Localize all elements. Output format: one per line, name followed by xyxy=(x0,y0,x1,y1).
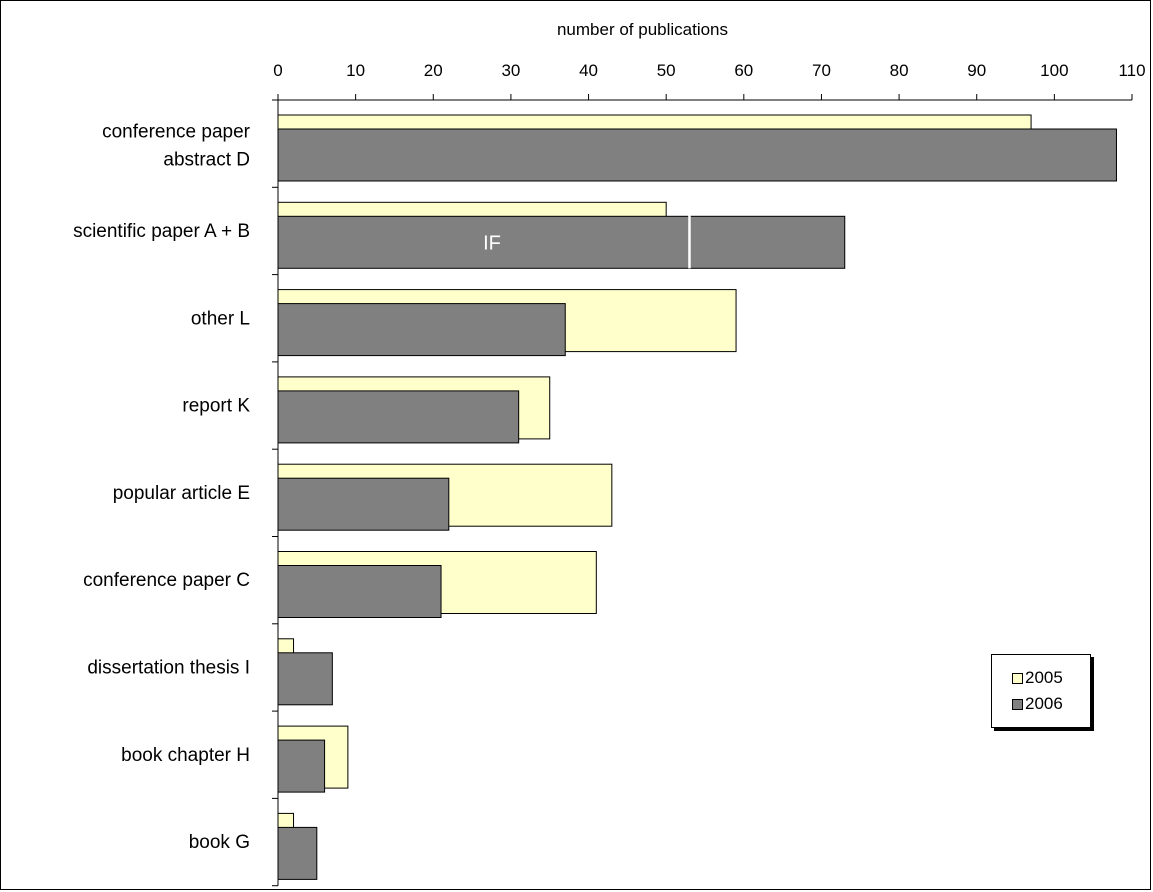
bar-2006-1 xyxy=(277,215,846,269)
category-label-3: report K xyxy=(182,396,250,417)
x-tick-label-0: 0 xyxy=(273,61,282,80)
x-tick-label-90: 90 xyxy=(967,61,986,80)
x-tick-label-60: 60 xyxy=(734,61,753,80)
legend-item-2006: 2006 xyxy=(992,691,1090,717)
x-tick-label-10: 10 xyxy=(346,61,365,80)
x-tick-label-30: 30 xyxy=(501,61,520,80)
legend-label-2005: 2005 xyxy=(1025,668,1063,687)
x-tick-label-50: 50 xyxy=(657,61,676,80)
category-label-5: conference paper C xyxy=(83,570,250,591)
category-label-7: book chapter H xyxy=(121,745,250,766)
legend: 2005 2006 xyxy=(991,654,1091,728)
category-label-8: book G xyxy=(189,832,250,853)
bar-2006-8 xyxy=(277,826,318,880)
legend-item-2005: 2005 xyxy=(992,665,1090,691)
legend-label-2006: 2006 xyxy=(1025,694,1063,713)
x-tick-label-70: 70 xyxy=(812,61,831,80)
category-label-1: scientific paper A + B xyxy=(73,221,250,242)
category-label-0-line-0: conference paper xyxy=(102,122,251,143)
category-label-2: other L xyxy=(191,308,250,329)
bar-2006-2 xyxy=(277,303,566,357)
bar-2006-5 xyxy=(277,565,442,618)
category-label-4: popular article E xyxy=(113,483,250,504)
bar-2006-6 xyxy=(277,652,333,706)
category-label-6: dissertation thesis I xyxy=(87,657,250,678)
x-tick-label-40: 40 xyxy=(579,61,598,80)
x-tick-label-100: 100 xyxy=(1040,61,1068,80)
legend-swatch-2006 xyxy=(1012,698,1023,710)
bar-2006-0 xyxy=(277,128,1117,182)
bar-2006-7 xyxy=(277,739,326,793)
x-tick-label-80: 80 xyxy=(890,61,909,80)
bar-2006-4 xyxy=(277,477,450,531)
category-label-0-line-1: abstract D xyxy=(163,150,250,171)
annotation-label-0: IF xyxy=(483,232,501,254)
bar-2006-3 xyxy=(277,390,520,444)
x-tick-label-20: 20 xyxy=(424,61,443,80)
x-tick-label-110: 110 xyxy=(1118,61,1145,80)
x-axis-title: number of publications xyxy=(556,20,729,39)
legend-swatch-2005 xyxy=(1012,672,1023,684)
